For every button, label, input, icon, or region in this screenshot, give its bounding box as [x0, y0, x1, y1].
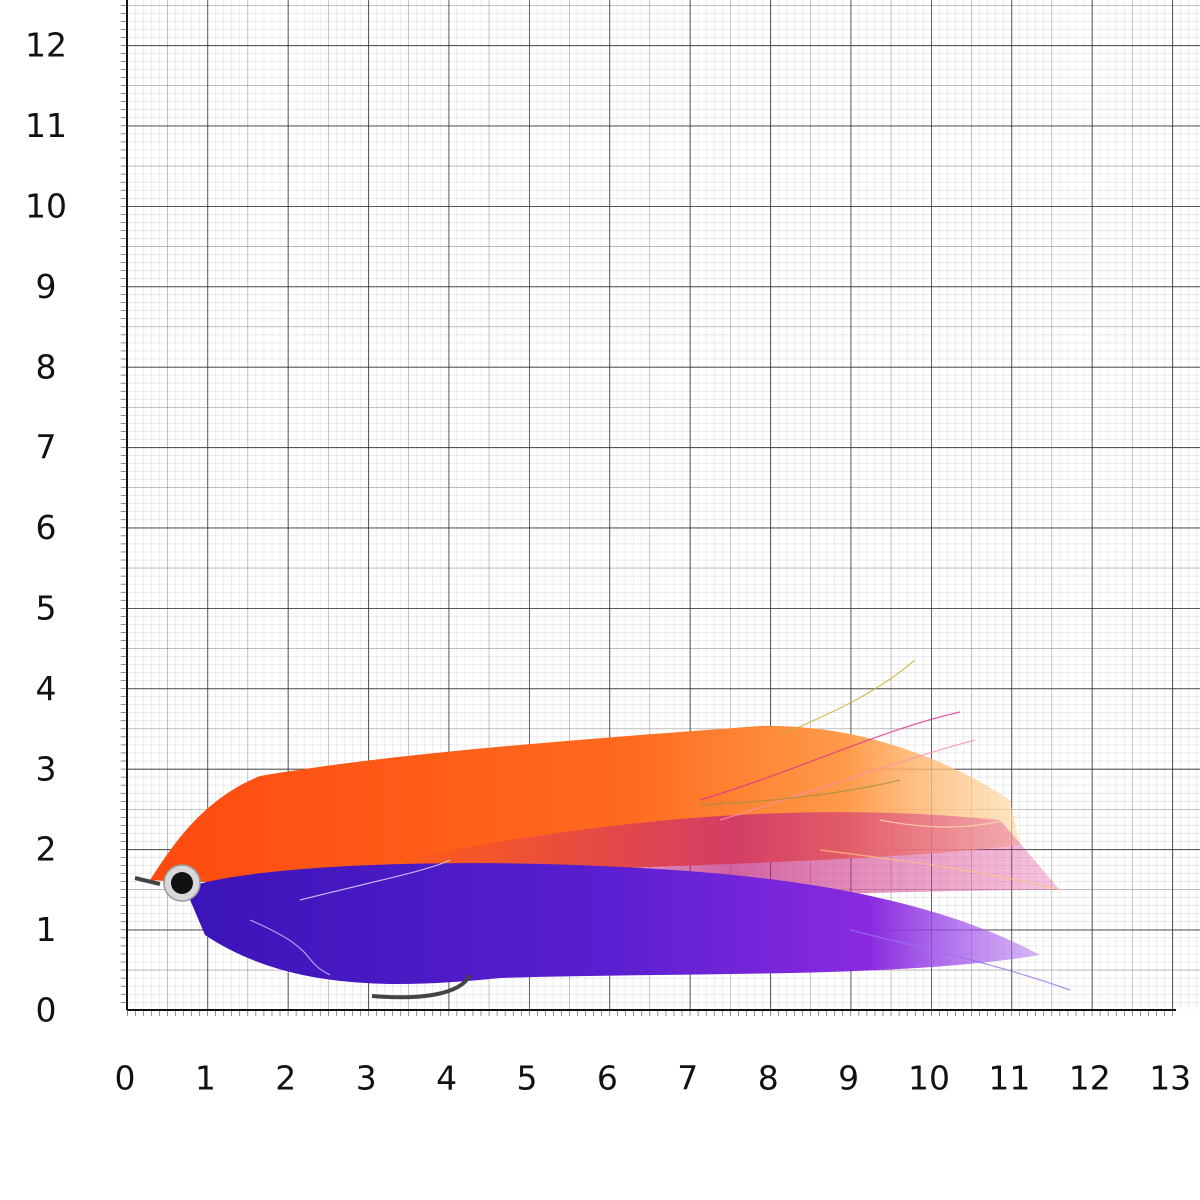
x-axis-label: 12: [1069, 1059, 1111, 1098]
y-axis-label: 3: [36, 749, 57, 788]
y-axis-label: 8: [36, 347, 57, 386]
x-axis-label: 1: [195, 1059, 216, 1098]
y-axis-label: 2: [36, 830, 57, 869]
x-axis-label: 5: [517, 1059, 538, 1098]
y-axis-label: 5: [36, 589, 57, 628]
y-axis-label: 4: [36, 669, 57, 708]
x-axis-label: 8: [758, 1059, 779, 1098]
y-axis-label: 0: [36, 991, 57, 1030]
y-axis-label: 9: [36, 267, 57, 306]
x-axis-label: 0: [115, 1059, 136, 1098]
y-axis-label: 10: [25, 187, 67, 226]
x-axis-label: 6: [597, 1059, 618, 1098]
x-axis-label: 3: [356, 1059, 377, 1098]
y-axis-label: 7: [36, 428, 57, 467]
y-axis-label: 11: [25, 106, 67, 145]
x-axis-label: 11: [988, 1059, 1030, 1098]
y-axis-label: 1: [36, 910, 57, 949]
x-axis-label: 7: [677, 1059, 698, 1098]
x-axis-label: 2: [275, 1059, 296, 1098]
y-axis-label: 12: [25, 26, 67, 65]
x-axis-label: 10: [908, 1059, 950, 1098]
fly: [134, 659, 1071, 1000]
x-axis-label: 9: [838, 1059, 859, 1098]
y-axis-label: 6: [36, 508, 57, 547]
ruler: [117, 0, 1176, 1020]
x-axis-label: 4: [436, 1059, 457, 1098]
grid: [127, 0, 1200, 1010]
x-axis-label: 13: [1149, 1059, 1191, 1098]
